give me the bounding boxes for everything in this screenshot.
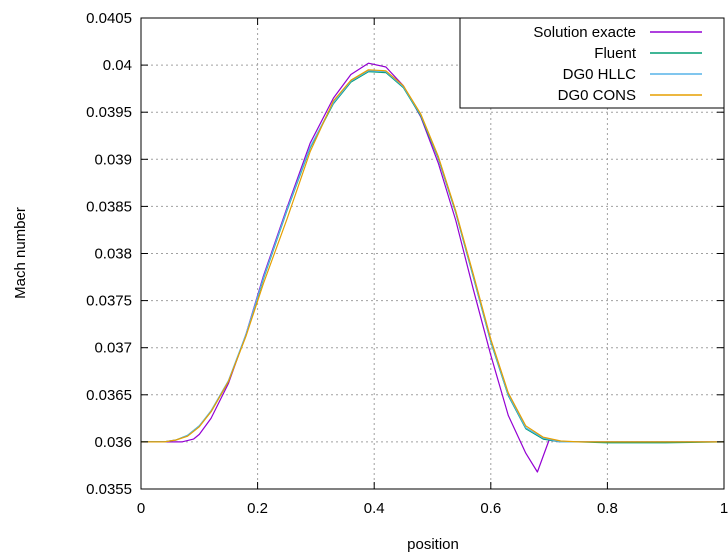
x-tick-label: 1 <box>720 500 728 517</box>
y-axis-label: Mach number <box>12 207 29 299</box>
y-tick-label: 0.036 <box>94 434 132 451</box>
legend-label: Solution exacte <box>533 24 636 41</box>
x-tick-label: 0 <box>137 500 145 517</box>
y-tick-label: 0.039 <box>94 151 132 168</box>
y-tick-label: 0.0375 <box>86 293 132 310</box>
axis-ticks: 0 0.2 0.4 0.6 0.8 1 0.0355 0.036 0.0365 0.037 0.03… <box>86 10 728 517</box>
y-tick-label: 0.038 <box>94 246 132 263</box>
x-tick-label: 0.2 <box>247 500 268 517</box>
x-tick-label: 0.8 <box>597 500 618 517</box>
y-tick-label: 0.0365 <box>86 387 132 404</box>
legend-label: DG0 HLLC <box>563 66 637 83</box>
legend-label: Fluent <box>594 45 637 62</box>
legend: Solution exacte Fluent DG0 HLLC DG0 CONS <box>459 17 725 109</box>
y-tick-label: 0.0355 <box>86 481 132 498</box>
y-tick-label: 0.0395 <box>86 104 132 121</box>
legend-box <box>459 17 725 109</box>
x-tick-label: 0.6 <box>480 500 501 517</box>
legend-label: DG0 CONS <box>558 87 636 104</box>
series-line-dg0-cons <box>141 69 724 443</box>
series-line-dg0-hllc <box>141 70 724 443</box>
x-axis-label: position <box>407 536 459 553</box>
y-tick-label: 0.04 <box>103 57 132 74</box>
series-group <box>141 62 725 473</box>
y-tick-label: 0.037 <box>94 340 132 357</box>
y-tick-label: 0.0385 <box>86 198 132 215</box>
x-tick-label: 0.4 <box>364 500 385 517</box>
y-tick-label: 0.0405 <box>86 10 132 27</box>
